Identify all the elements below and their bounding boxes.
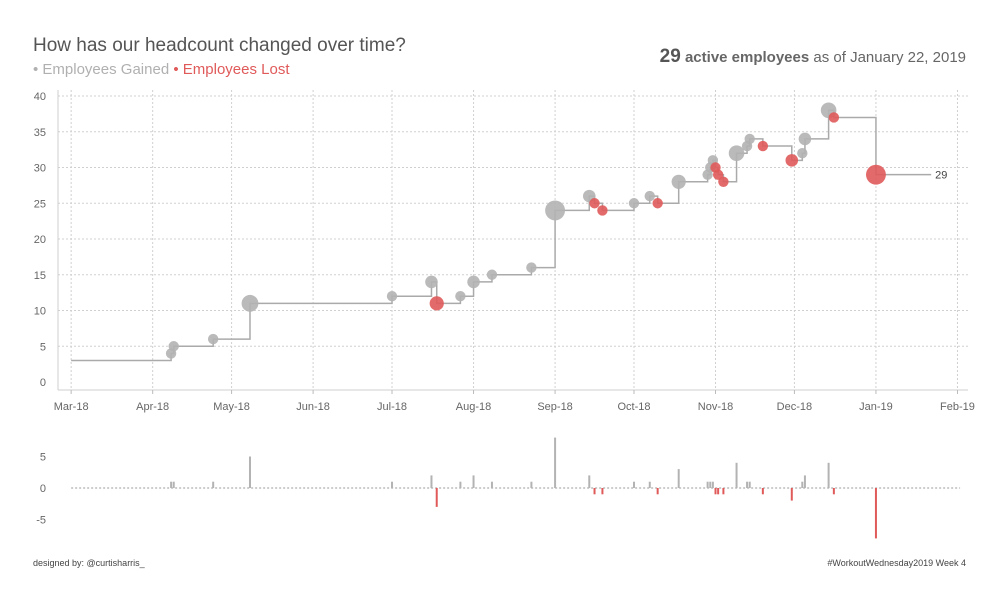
chart-title: How has our headcount changed over time? (33, 35, 406, 56)
bar-y-tick-label: 5 (40, 452, 46, 464)
x-tick-label: Oct-18 (617, 401, 650, 413)
gained-dot (644, 190, 655, 202)
x-tick-label: Nov-18 (698, 401, 733, 413)
end-value-label: 29 (935, 170, 947, 182)
gain-bar (748, 481, 751, 488)
gain-bar (801, 481, 804, 488)
y-tick-label: 15 (34, 270, 46, 282)
gained-dot (467, 275, 480, 289)
bar-y-tick-label: -5 (36, 515, 46, 527)
lost-dot (757, 140, 769, 152)
gain-bar (472, 475, 475, 488)
gain-bar (735, 462, 738, 488)
gain-bar (706, 481, 709, 488)
loss-bar (435, 488, 438, 507)
lost-dot (718, 176, 729, 187)
gain-bar (632, 481, 635, 488)
gain-bar (530, 481, 533, 488)
loss-bar (601, 488, 604, 495)
chart-subtitle: • Employees Gained • Employees Lost (33, 61, 289, 78)
workout-wednesday-tag: #WorkoutWednesday2019 Week 4 (827, 558, 966, 568)
gained-dot (671, 174, 686, 189)
y-tick-label: 0 (40, 377, 46, 389)
x-tick-label: Jan-19 (859, 401, 893, 413)
designer-credit: designed by: @curtisharris_ (33, 558, 145, 568)
kpi-value: 29 (659, 46, 681, 67)
loss-bar (717, 488, 720, 495)
gain-bar (490, 481, 493, 488)
gained-dot (545, 200, 566, 221)
gained-dot (744, 133, 755, 145)
gained-dot (386, 291, 398, 302)
lost-dot (828, 112, 840, 123)
kpi-label: active employees (684, 49, 810, 66)
gain-bar (172, 481, 175, 488)
loss-bar (790, 488, 793, 501)
lost-dot (712, 169, 724, 180)
gained-dot (728, 145, 745, 161)
bar-y-tick-label: 0 (40, 483, 46, 495)
loss-bar (714, 488, 717, 495)
lost-dot (865, 164, 886, 185)
loss-bar (656, 488, 659, 495)
x-tick-label: Feb-19 (940, 401, 975, 413)
gained-dot (486, 269, 498, 280)
loss-bar (593, 488, 596, 495)
x-tick-label: Dec-18 (777, 401, 812, 413)
gained-dot (241, 294, 259, 312)
kpi-suffix: as of January 22, 2019 (813, 49, 966, 66)
y-tick-label: 30 (34, 163, 46, 175)
gain-bar (212, 481, 215, 488)
y-tick-label: 35 (34, 127, 46, 139)
y-tick-label: 10 (34, 306, 46, 318)
lost-dot (597, 205, 608, 216)
lost-dot (429, 296, 444, 311)
gained-dot (207, 333, 219, 345)
gain-bar (459, 481, 462, 488)
x-tick-label: Jul-18 (377, 401, 407, 413)
gain-bar (709, 481, 712, 488)
loss-bar (761, 488, 764, 495)
gained-dot (425, 275, 438, 289)
gain-bar (711, 481, 714, 488)
gain-bar (588, 475, 591, 488)
headcount-step-line (71, 109, 932, 362)
y-tick-label: 5 (40, 341, 46, 353)
gain-bar (170, 481, 173, 488)
x-tick-label: Jun-18 (296, 401, 330, 413)
x-tick-label: Mar-18 (54, 401, 89, 413)
x-tick-label: Sep-18 (537, 401, 572, 413)
gained-dot (797, 148, 808, 159)
kpi-active-employees: 29 active employees as of January 22, 20… (660, 46, 966, 68)
gained-dot (455, 291, 466, 302)
y-tick-label: 25 (34, 198, 46, 210)
gained-dot (798, 132, 812, 146)
legend-gained: • Employees Gained (33, 61, 170, 78)
lost-dot (785, 154, 799, 167)
legend-lost: • Employees Lost (173, 61, 290, 78)
loss-bar (832, 488, 835, 495)
gain-bar (391, 481, 394, 488)
gain-bar (430, 475, 433, 488)
lost-dot (652, 198, 663, 209)
gained-dot (628, 198, 640, 209)
gain-bar (746, 481, 749, 488)
y-tick-label: 20 (34, 234, 46, 246)
x-tick-label: Aug-18 (456, 401, 491, 413)
gain-bar (803, 475, 806, 488)
loss-bar (874, 488, 877, 539)
gain-bar (827, 462, 830, 488)
x-tick-label: Apr-18 (136, 401, 169, 413)
y-tick-label: 40 (34, 91, 46, 103)
x-tick-label: May-18 (213, 401, 250, 413)
gain-bar (648, 481, 651, 488)
gain-bar (677, 469, 680, 488)
gained-dot (168, 341, 179, 352)
gained-dot (526, 262, 537, 273)
loss-bar (722, 488, 725, 495)
gain-bar (248, 456, 251, 488)
gain-bar (554, 437, 557, 488)
lost-dot (589, 198, 600, 209)
